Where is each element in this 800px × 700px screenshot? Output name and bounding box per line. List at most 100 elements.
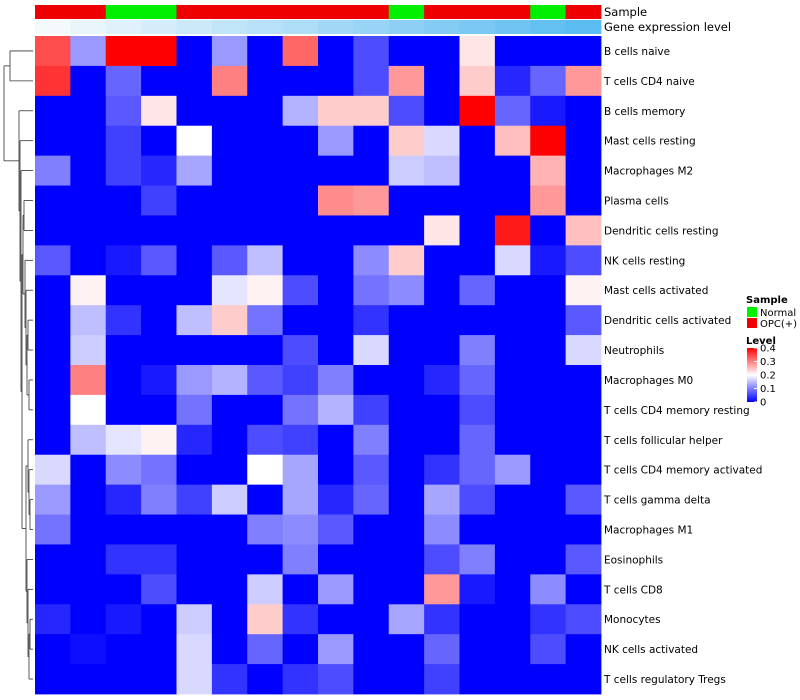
heatmap-cell bbox=[494, 275, 531, 306]
heatmap-cell bbox=[565, 544, 602, 575]
heatmap-cell bbox=[282, 275, 319, 306]
heatmap-cell bbox=[459, 454, 496, 486]
heatmap-cell bbox=[282, 36, 319, 67]
heatmap-cell bbox=[494, 365, 531, 396]
heatmap-cell bbox=[247, 574, 284, 605]
heatmap-cell bbox=[35, 544, 71, 575]
heatmap-cell bbox=[282, 454, 319, 486]
heatmap-cell bbox=[318, 125, 354, 157]
heatmap-cell bbox=[424, 604, 460, 635]
heatmap-cell bbox=[424, 484, 460, 515]
sample-annot-cell bbox=[282, 5, 319, 19]
heatmap-cell bbox=[565, 424, 602, 456]
heatmap-cell bbox=[388, 275, 425, 306]
heatmap-cell bbox=[282, 484, 319, 515]
heatmap-cell bbox=[211, 36, 248, 67]
heatmap-cell bbox=[35, 36, 71, 67]
heatmap-cell bbox=[176, 65, 213, 97]
heatmap-cell bbox=[70, 544, 107, 575]
heatmap-cell bbox=[318, 634, 354, 665]
expression-level-annotation-track bbox=[35, 20, 602, 34]
heatmap-cell bbox=[353, 454, 390, 486]
heatmap-cell bbox=[459, 125, 496, 157]
heatmap-cell bbox=[353, 424, 390, 456]
heatmap-cell bbox=[318, 95, 354, 127]
heatmap-cell bbox=[105, 365, 142, 396]
heatmap-cell bbox=[388, 305, 425, 336]
heatmap-cell bbox=[459, 95, 496, 127]
heatmap-cell bbox=[565, 604, 602, 635]
heatmap-cell bbox=[176, 514, 213, 545]
heatmap-cell bbox=[388, 514, 425, 545]
heatmap-cell bbox=[35, 305, 71, 336]
heatmap-cell bbox=[424, 664, 460, 695]
heatmap-cell bbox=[176, 245, 213, 276]
heatmap-cell bbox=[459, 275, 496, 306]
heatmap-cell bbox=[70, 394, 107, 426]
level-colorbar bbox=[747, 348, 757, 402]
heatmap-cell bbox=[211, 335, 248, 366]
heatmap-cell bbox=[494, 155, 531, 186]
heatmap-cell bbox=[247, 365, 284, 396]
heatmap-cell bbox=[388, 394, 425, 426]
heatmap-cell bbox=[494, 125, 531, 157]
heatmap-cell bbox=[247, 604, 284, 635]
heatmap-cell bbox=[530, 95, 567, 127]
heatmap-cell bbox=[282, 95, 319, 127]
heatmap-cell bbox=[353, 185, 390, 216]
heatmap-cell bbox=[70, 305, 107, 336]
heatmap-cell bbox=[565, 335, 602, 366]
heatmap-cell bbox=[70, 155, 107, 186]
heatmap-cell bbox=[35, 365, 71, 396]
heatmap-cell bbox=[141, 454, 177, 486]
heatmap-cell bbox=[459, 604, 496, 635]
row-label: B cells naive bbox=[604, 46, 670, 58]
row-label: Macrophages M2 bbox=[604, 166, 693, 178]
row-label: Neutrophils bbox=[604, 345, 664, 357]
row-label: NK cells resting bbox=[604, 255, 685, 267]
row-label: T cells CD4 memory resting bbox=[603, 405, 750, 417]
heatmap-cell bbox=[105, 245, 142, 276]
heatmap-cell bbox=[459, 215, 496, 246]
heatmap-cell bbox=[35, 454, 71, 486]
heatmap-cell bbox=[353, 544, 390, 575]
expression-annot-cell bbox=[530, 20, 567, 34]
row-label: Dendritic cells resting bbox=[604, 225, 719, 237]
heatmap-cell bbox=[424, 185, 460, 216]
heatmap-cell bbox=[565, 634, 602, 665]
heatmap-cell bbox=[247, 424, 284, 456]
heatmap-cell bbox=[424, 634, 460, 665]
heatmap-cell bbox=[35, 424, 71, 456]
legend-label-normal: Normal bbox=[760, 308, 796, 319]
heatmap-cell bbox=[565, 245, 602, 276]
sample-annot-cell bbox=[318, 5, 354, 19]
heatmap-cell bbox=[176, 125, 213, 157]
heatmap-cell bbox=[459, 634, 496, 665]
heatmap-cell bbox=[459, 245, 496, 276]
heatmap-cell bbox=[494, 185, 531, 216]
heatmap-cell bbox=[247, 305, 284, 336]
heatmap-cell bbox=[247, 36, 284, 67]
heatmap-cell bbox=[353, 335, 390, 366]
heatmap-cell bbox=[141, 185, 177, 216]
heatmap-cell bbox=[70, 514, 107, 545]
heatmap-cell bbox=[353, 634, 390, 665]
heatmap-cell bbox=[35, 245, 71, 276]
heatmap-cell bbox=[35, 275, 71, 306]
heatmap-cell bbox=[530, 335, 567, 366]
heatmap-cell bbox=[424, 36, 460, 67]
heatmap-cell bbox=[247, 484, 284, 515]
row-label: Dendritic cells activated bbox=[604, 315, 731, 327]
legend-label-opc: OPC(+) bbox=[760, 319, 797, 330]
heatmap-cell bbox=[105, 424, 142, 456]
sample-annot-cell bbox=[565, 5, 602, 19]
heatmap-cell bbox=[318, 335, 354, 366]
heatmap-cell bbox=[494, 424, 531, 456]
heatmap-cell bbox=[141, 544, 177, 575]
heatmap-cell bbox=[141, 245, 177, 276]
heatmap-cell bbox=[70, 125, 107, 157]
sample-annot-cell bbox=[35, 5, 71, 19]
row-labels: B cells naive T cells CD4 naive B cells me… bbox=[603, 46, 762, 686]
heatmap-cell bbox=[388, 574, 425, 605]
sample-annot-cell bbox=[353, 5, 390, 19]
